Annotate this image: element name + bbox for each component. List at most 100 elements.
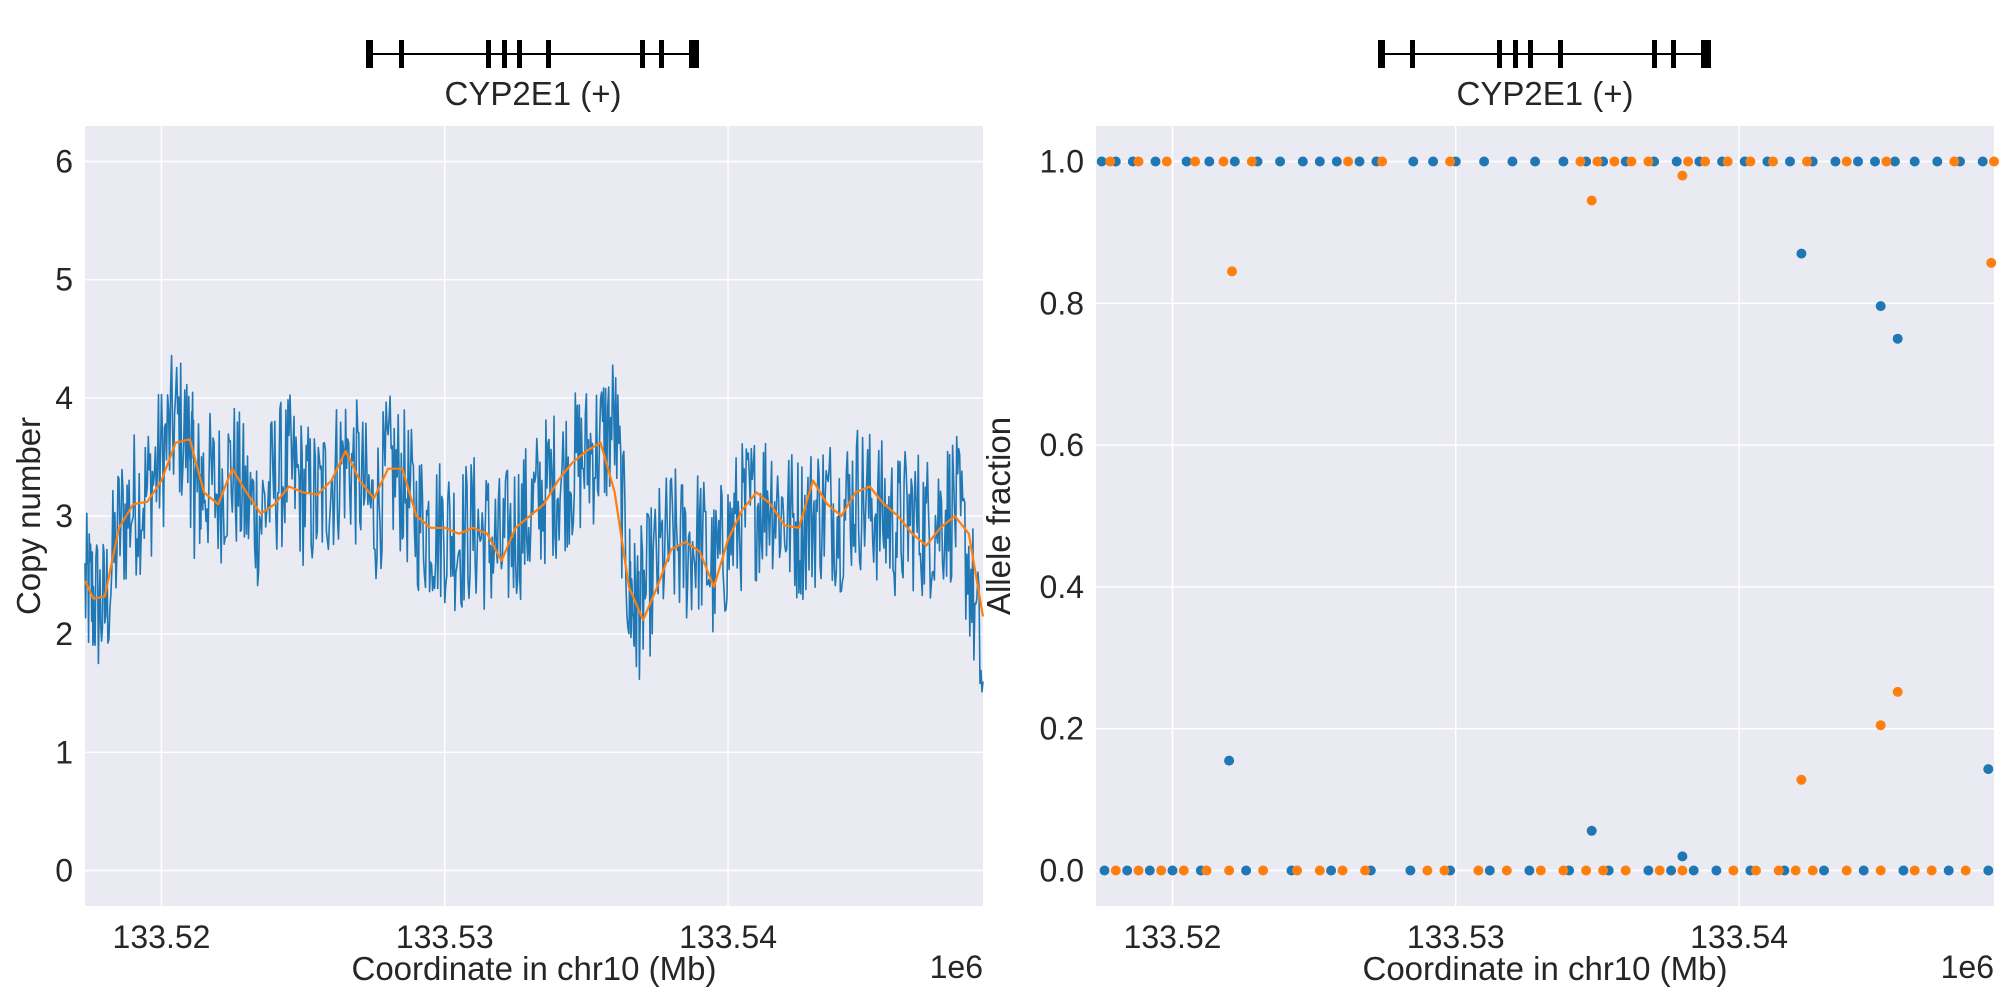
allele-point-blue — [1144, 865, 1155, 876]
allele-point-orange — [1807, 865, 1818, 876]
y-tick-label: 0.0 — [1040, 853, 1084, 889]
exon — [1528, 40, 1533, 68]
allele-point-orange — [1790, 865, 1801, 876]
allele-point-blue — [1405, 865, 1416, 876]
y-tick-labels-right: 0.0 0.2 0.4 0.6 0.8 1.0 — [1040, 143, 1084, 888]
allele-point-blue — [1150, 156, 1161, 167]
allele-point-orange — [1598, 865, 1609, 876]
allele-point-blue — [1204, 156, 1215, 167]
allele-point-orange — [1875, 865, 1886, 876]
y-tick-label: 1 — [55, 734, 73, 770]
allele-point-blue — [1354, 156, 1365, 167]
allele-point-orange — [1796, 774, 1807, 785]
allele-point-blue — [1819, 865, 1829, 876]
allele-point-orange — [1728, 865, 1739, 876]
allele-point-orange — [1700, 156, 1711, 167]
allele-point-orange — [1683, 156, 1694, 167]
allele-point-orange — [1926, 865, 1937, 876]
y-tick-label: 1.0 — [1040, 143, 1084, 179]
allele-point-blue — [1671, 156, 1682, 167]
gene-label-left: CYP2E1 (+) — [445, 75, 622, 112]
allele-point-orange — [1989, 156, 1999, 167]
exon — [640, 40, 645, 68]
allele-point-blue — [1830, 156, 1841, 167]
allele-point-orange — [1586, 195, 1597, 206]
allele-point-orange — [1201, 865, 1212, 876]
allele-point-orange — [1161, 156, 1172, 167]
allele-point-blue — [1677, 851, 1688, 862]
allele-point-orange — [1575, 156, 1586, 167]
allele-point-orange — [1190, 156, 1201, 167]
allele-point-blue — [1331, 156, 1342, 167]
allele-point-orange — [1224, 865, 1235, 876]
allele-point-orange — [1841, 865, 1852, 876]
allele-point-blue — [1167, 865, 1178, 876]
allele-point-blue — [1909, 156, 1920, 167]
copy-number-smoothed-line — [84, 438, 985, 622]
allele-point-blue — [1892, 333, 1903, 344]
x-axis-label-left: Coordinate in chr10 (Mb) — [352, 950, 717, 987]
allele-point-blue — [1096, 156, 1107, 167]
allele-point-blue — [1983, 764, 1994, 775]
allele-point-orange — [1875, 720, 1886, 731]
allele-point-orange — [1802, 156, 1812, 167]
x-tick-label: 133.53 — [396, 919, 494, 955]
gene-label-right: CYP2E1 (+) — [1457, 75, 1634, 112]
allele-point-blue — [1666, 865, 1677, 876]
allele-point-blue — [1484, 865, 1495, 876]
exon — [659, 40, 664, 68]
allele-point-blue — [1688, 865, 1699, 876]
allele-point-orange — [1218, 156, 1229, 167]
allele-point-orange — [1439, 865, 1450, 876]
x-tick-label: 133.54 — [1690, 919, 1788, 955]
allele-point-blue — [1711, 865, 1722, 876]
allele-point-orange — [1881, 156, 1892, 167]
allele-point-orange — [1377, 156, 1388, 167]
allele-point-blue — [1875, 301, 1886, 312]
exon — [486, 40, 491, 68]
allele-point-blue — [1297, 156, 1308, 167]
exon — [689, 40, 699, 68]
allele-point-blue — [1224, 755, 1235, 766]
x-offset-label-right: 1e6 — [1941, 949, 1994, 985]
x-tick-label: 133.54 — [679, 919, 777, 955]
allele-point-orange — [1110, 865, 1121, 876]
allele-point-orange — [1626, 156, 1637, 167]
allele-point-orange — [1773, 865, 1784, 876]
allele-point-orange — [1360, 865, 1371, 876]
allele-point-orange — [1558, 865, 1569, 876]
y-tick-labels-left: 0 1 2 3 4 5 6 — [55, 143, 73, 888]
allele-point-blue — [1853, 156, 1863, 167]
x-tick-labels-right: 133.52 133.53 133.54 — [1124, 919, 1788, 955]
y-tick-label: 0.2 — [1040, 711, 1084, 747]
exon — [546, 40, 551, 68]
allele-point-blue — [1181, 156, 1192, 167]
allele-point-orange — [1751, 865, 1761, 876]
allele-point-orange — [1949, 156, 1960, 167]
exon — [1652, 40, 1657, 68]
y-tick-label: 0 — [55, 853, 73, 889]
exon — [366, 40, 373, 68]
y-tick-label: 2 — [55, 616, 73, 652]
allele-point-blue — [1932, 156, 1943, 167]
exon — [399, 40, 404, 68]
allele-point-orange — [1609, 156, 1620, 167]
allele-point-orange — [1677, 865, 1688, 876]
allele-point-blue — [1558, 156, 1569, 167]
exon — [1497, 40, 1502, 68]
allele-point-blue — [1408, 156, 1419, 167]
allele-point-blue — [1858, 865, 1869, 876]
allele-point-orange — [1722, 156, 1733, 167]
allele-point-orange — [1501, 865, 1512, 876]
allele-point-blue — [1983, 865, 1994, 876]
allele-point-blue — [1943, 865, 1954, 876]
exon — [1701, 40, 1711, 68]
allele-point-orange — [1643, 156, 1654, 167]
x-tick-label: 133.52 — [1124, 919, 1222, 955]
y-tick-label: 6 — [55, 143, 73, 179]
allele-point-orange — [1581, 865, 1592, 876]
series-right — [1096, 156, 1999, 876]
allele-point-blue — [1326, 865, 1337, 876]
y-tick-label: 0.8 — [1040, 285, 1084, 321]
allele-point-orange — [1178, 865, 1189, 876]
